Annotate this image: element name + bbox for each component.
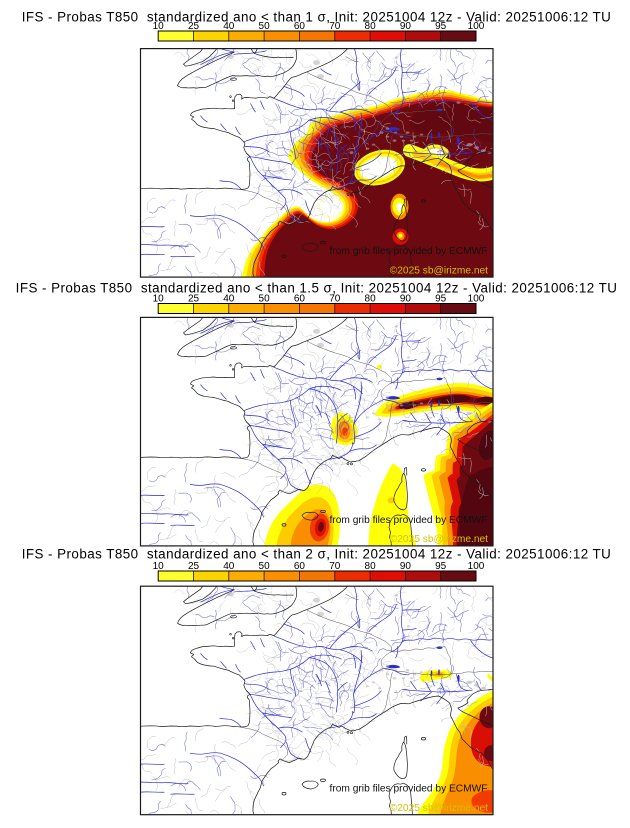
svg-text:70: 70 xyxy=(329,294,341,305)
svg-text:IFS - Probas T850 standardize: IFS - Probas T850 standardized ano < tha… xyxy=(22,547,612,562)
svg-text:10: 10 xyxy=(153,21,165,32)
svg-text:100: 100 xyxy=(468,294,485,305)
svg-text:from grib files provided by EC: from grib files provided by ECMWF xyxy=(330,784,488,795)
svg-text:95: 95 xyxy=(435,294,447,305)
svg-text:95: 95 xyxy=(435,561,447,572)
svg-text:90: 90 xyxy=(400,21,412,32)
svg-text:80: 80 xyxy=(365,294,377,305)
svg-text:70: 70 xyxy=(329,561,341,572)
svg-text:IFS - Probas T850 standardize: IFS - Probas T850 standardized ano < tha… xyxy=(22,10,612,25)
svg-text:60: 60 xyxy=(294,21,306,32)
svg-text:60: 60 xyxy=(294,294,306,305)
svg-text:50: 50 xyxy=(259,561,271,572)
svg-text:©2025 sb@irizme.net: ©2025 sb@irizme.net xyxy=(390,803,488,814)
svg-text:10: 10 xyxy=(153,561,165,572)
svg-text:100: 100 xyxy=(468,561,485,572)
svg-text:70: 70 xyxy=(329,21,341,32)
svg-text:©2025 sb@irizme.net: ©2025 sb@irizme.net xyxy=(390,265,488,276)
svg-text:40: 40 xyxy=(223,294,235,305)
svg-text:25: 25 xyxy=(188,294,200,305)
svg-text:60: 60 xyxy=(294,561,306,572)
svg-text:100: 100 xyxy=(468,21,485,32)
svg-text:25: 25 xyxy=(188,561,200,572)
svg-text:from grib files provided by EC: from grib files provided by ECMWF xyxy=(330,515,488,526)
svg-text:IFS - Probas T850 standardize: IFS - Probas T850 standardized ano < tha… xyxy=(16,281,618,296)
svg-text:from grib files provided by EC: from grib files provided by ECMWF xyxy=(330,246,488,257)
svg-text:90: 90 xyxy=(400,294,412,305)
svg-text:10: 10 xyxy=(153,294,165,305)
svg-text:25: 25 xyxy=(188,21,200,32)
svg-text:©2025 sb@irizme.net: ©2025 sb@irizme.net xyxy=(390,534,488,545)
svg-text:40: 40 xyxy=(223,561,235,572)
svg-text:40: 40 xyxy=(223,21,235,32)
svg-text:80: 80 xyxy=(365,561,377,572)
svg-text:90: 90 xyxy=(400,561,412,572)
svg-text:50: 50 xyxy=(259,21,271,32)
svg-text:80: 80 xyxy=(365,21,377,32)
svg-text:50: 50 xyxy=(259,294,271,305)
svg-text:95: 95 xyxy=(435,21,447,32)
